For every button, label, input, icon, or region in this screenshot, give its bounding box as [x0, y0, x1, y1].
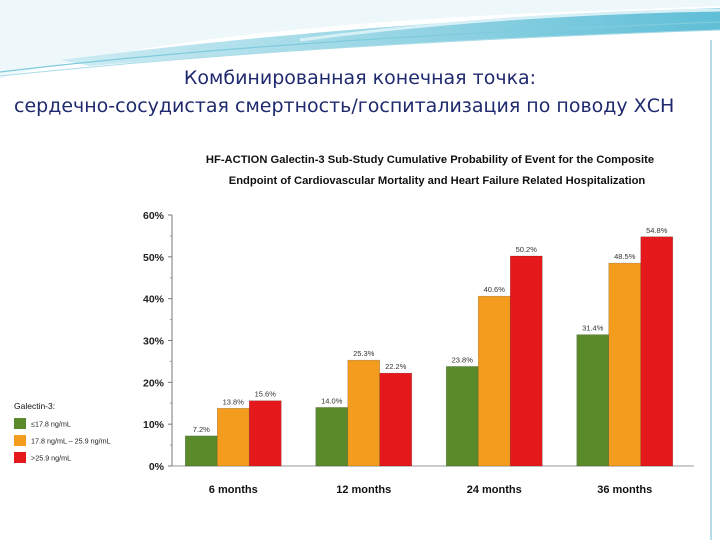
y-tick-label: 20% — [143, 377, 165, 389]
y-tick-label: 60% — [143, 210, 165, 222]
legend-title: Galectin-3: — [14, 401, 55, 411]
bar-3-6-months — [248, 400, 282, 467]
x-tick-label: 24 months — [467, 484, 522, 496]
bar-2-36-months — [608, 262, 642, 467]
data-label: 40.6% — [484, 285, 506, 294]
bar-2-6-months — [216, 407, 250, 467]
legend-label: >25.9 ng/mL — [31, 454, 71, 463]
data-label: 15.6% — [255, 390, 277, 399]
bar-3-12-months — [379, 372, 413, 467]
data-label: 23.8% — [452, 355, 474, 364]
legend-swatch — [14, 452, 26, 463]
legend-swatch — [14, 418, 26, 429]
data-label: 13.8% — [223, 397, 245, 406]
legend-label: 17.8 ng/mL – 25.9 ng/mL — [31, 437, 111, 446]
slide-title-line-1: Комбинированная конечная точка: — [183, 67, 537, 89]
x-tick-label: 36 months — [597, 484, 652, 496]
x-tick-label: 6 months — [209, 484, 258, 496]
bar-3-24-months — [509, 255, 543, 467]
y-tick-label: 30% — [143, 336, 165, 348]
data-label: 22.2% — [385, 362, 407, 371]
data-label: 7.2% — [193, 425, 210, 434]
chart-title-line-1: HF-ACTION Galectin-3 Sub-Study Cumulativ… — [206, 154, 654, 166]
bar-2-24-months — [477, 295, 511, 467]
y-tick-label: 50% — [143, 252, 165, 264]
data-label: 25.3% — [353, 349, 375, 358]
bar-1-6-months — [184, 435, 218, 467]
chart-title-line-2: Endpoint of Cardiovascular Mortality and… — [229, 175, 646, 187]
slide-title-line-2: сердечно-сосудистая смертность/госпитали… — [14, 95, 675, 117]
legend-label: ≤17.8 ng/mL — [31, 420, 71, 429]
bar-1-12-months — [315, 407, 349, 467]
bar-1-36-months — [576, 334, 610, 467]
bar-2-12-months — [347, 359, 381, 467]
top-wave-decoration — [0, 0, 720, 78]
data-label: 31.4% — [582, 324, 604, 333]
bar-1-24-months — [445, 366, 479, 467]
data-label: 14.0% — [321, 396, 343, 405]
data-label: 48.5% — [614, 252, 636, 261]
y-tick-label: 0% — [149, 461, 165, 473]
bar-3-36-months — [640, 236, 674, 467]
y-tick-label: 40% — [143, 294, 165, 306]
y-tick-label: 10% — [143, 419, 165, 431]
data-label: 50.2% — [516, 245, 538, 254]
x-tick-label: 12 months — [336, 484, 391, 496]
legend: Galectin-3: ≤17.8 ng/mL 17.8 ng/mL – 25.9… — [14, 401, 111, 463]
top-wave-band — [60, 8, 720, 66]
legend-swatch — [14, 435, 26, 446]
data-label: 54.8% — [646, 226, 668, 235]
